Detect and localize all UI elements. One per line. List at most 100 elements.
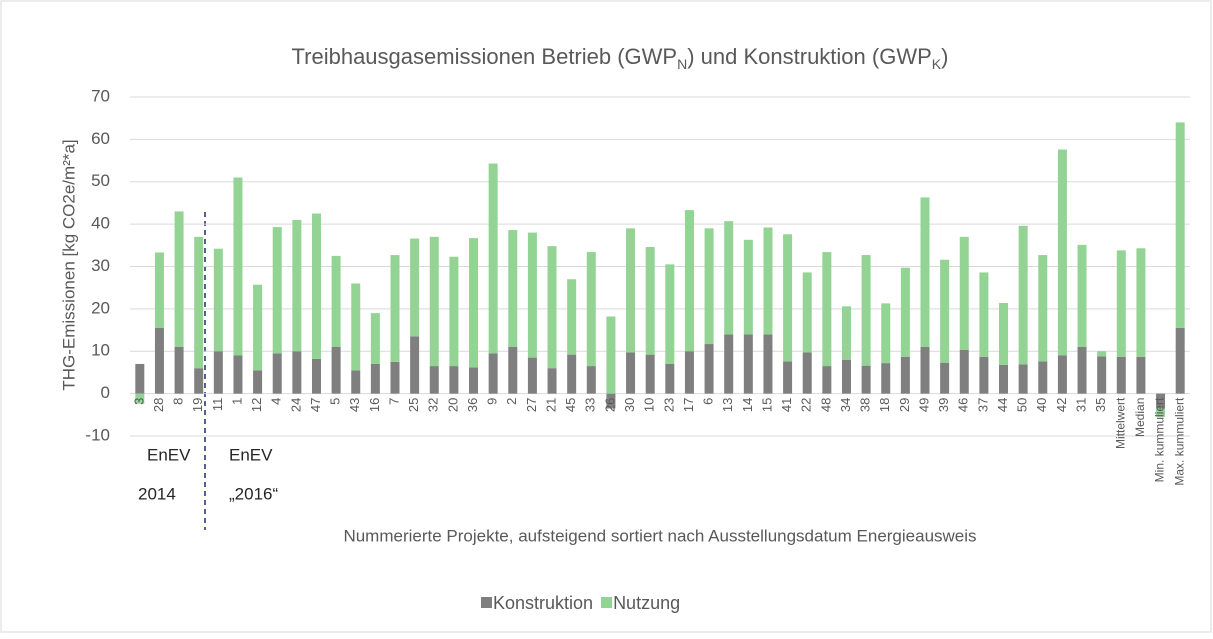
bar-segment <box>645 354 655 394</box>
bar-segment <box>940 259 950 363</box>
bar-segment <box>1097 356 1107 394</box>
bar-segment <box>410 238 420 337</box>
x-tick-label: 23 <box>661 398 676 412</box>
bar-segment <box>940 362 950 394</box>
x-tick-label: 7 <box>386 398 401 405</box>
annotation: „2016“ <box>229 484 278 503</box>
x-tick-label: 11 <box>210 398 225 412</box>
x-tick-label: Median <box>1133 398 1147 437</box>
bar-segment <box>881 303 891 364</box>
x-tick-label: 13 <box>720 398 735 412</box>
x-tick-label: 40 <box>1034 398 1049 412</box>
x-tick-label: 1 <box>229 398 244 405</box>
bar-segment <box>900 356 910 394</box>
x-tick-label: 38 <box>858 398 873 412</box>
x-tick-label: 33 <box>583 398 598 412</box>
bar-segment <box>253 370 263 394</box>
y-tick-label: -10 <box>85 425 110 444</box>
bar-segment <box>822 252 832 367</box>
y-tick-label: 70 <box>91 86 110 105</box>
bar-segment <box>213 351 223 394</box>
bar-segment <box>783 361 793 394</box>
x-tick-label: 2 <box>504 398 519 405</box>
x-axis-title: Nummerierte Projekte, aufsteigend sortie… <box>343 526 976 545</box>
bar-segment <box>292 219 302 352</box>
x-tick-label: 8 <box>171 398 186 405</box>
x-tick-label: 24 <box>288 398 303 412</box>
bar-segment <box>979 356 989 394</box>
y-axis-title: THG-Emissionen [kg CO2e/m²*a] <box>59 139 78 390</box>
bar-segment <box>684 351 694 394</box>
bar-segment <box>1156 408 1166 417</box>
bar-segment <box>920 347 930 394</box>
y-tick-label: 20 <box>91 298 110 317</box>
x-tick-label: 10 <box>642 398 657 412</box>
x-tick-label: 15 <box>759 398 774 412</box>
bar-segment <box>488 163 498 354</box>
bar-segment <box>233 177 243 356</box>
bar-segment <box>959 236 969 350</box>
bar-segment <box>841 306 851 360</box>
bar-segment <box>547 246 557 369</box>
bar-segment <box>351 370 361 394</box>
x-tick-label: 22 <box>799 398 814 412</box>
annotation: 2014 <box>138 484 176 503</box>
x-tick-label: 20 <box>445 398 460 412</box>
x-tick-label: 25 <box>406 398 421 412</box>
x-tick-label: 17 <box>681 398 696 412</box>
bar-segment <box>213 248 223 352</box>
x-tick-label: 35 <box>1093 398 1108 412</box>
x-tick-label: 46 <box>956 398 971 412</box>
bar-segment <box>1116 356 1126 394</box>
bar-segment <box>861 365 871 394</box>
bar-segment <box>1018 225 1028 365</box>
bar-segment <box>586 366 596 394</box>
bar-segment <box>311 213 321 359</box>
bar-segment <box>606 316 616 394</box>
bar-segment <box>1136 356 1146 394</box>
bar-segment <box>1136 248 1146 357</box>
bar-segment <box>743 239 753 335</box>
x-tick-label: 32 <box>426 398 441 412</box>
bar-segment <box>1175 122 1185 328</box>
bar-segment <box>527 357 537 394</box>
bar-segment <box>370 363 380 394</box>
bar-segment <box>822 366 832 394</box>
bar-segment <box>999 364 1009 394</box>
bar-segment <box>1077 244 1087 348</box>
bar-segment <box>1175 327 1185 394</box>
y-tick-label: 10 <box>91 341 110 360</box>
bar-segment <box>174 347 184 394</box>
x-tick-label: 34 <box>838 398 853 412</box>
x-tick-label: 49 <box>916 398 931 412</box>
x-tick-label: 36 <box>465 398 480 412</box>
bar-segment <box>311 358 321 394</box>
bar-segment <box>508 230 518 348</box>
x-tick-label: 48 <box>818 398 833 412</box>
bar-segment <box>979 272 989 357</box>
annotation: EnEV <box>147 445 191 464</box>
bar-segment <box>135 393 145 404</box>
bar-segment <box>999 302 1009 365</box>
bar-segment <box>429 366 439 394</box>
bar-segment <box>331 255 341 348</box>
x-tick-label: Mittelwert <box>1113 397 1127 449</box>
bar-segment <box>508 347 518 394</box>
legend-label: Nutzung <box>613 593 680 613</box>
bar-segment <box>390 255 400 362</box>
x-tick-label: 21 <box>543 398 558 412</box>
bar-segment <box>272 353 282 394</box>
bar-segment <box>665 264 675 364</box>
x-tick-label: 31 <box>1073 398 1088 412</box>
bar-segment <box>527 232 537 358</box>
bar-segment <box>567 354 577 394</box>
bar-segment <box>449 256 459 367</box>
x-tick-label: 27 <box>524 398 539 412</box>
legend-label: Konstruktion <box>493 593 593 613</box>
bar-segment <box>959 349 969 394</box>
y-tick-label: 50 <box>91 171 110 190</box>
x-tick-label: 39 <box>936 398 951 412</box>
title-part: ) <box>941 44 948 69</box>
bar-segment <box>1057 149 1067 356</box>
bar-segment <box>763 334 773 394</box>
